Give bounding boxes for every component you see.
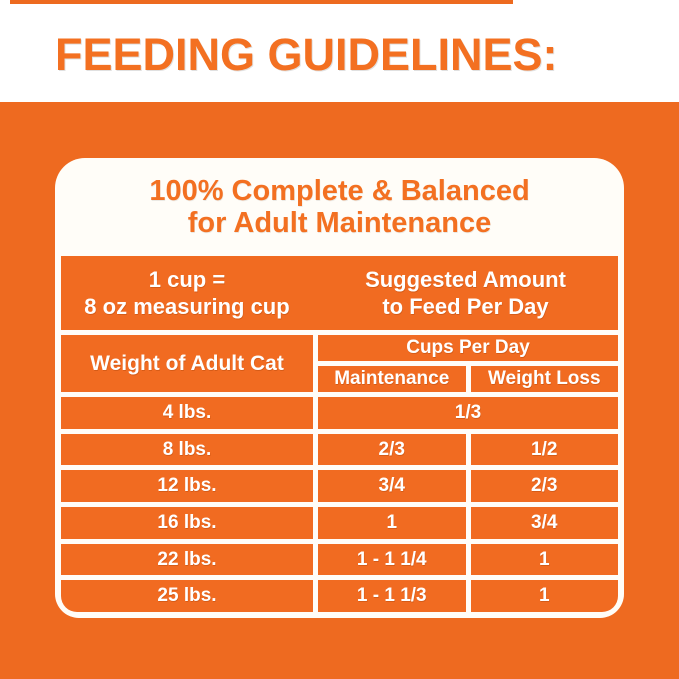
table-row: 22 lbs. 1 - 1 1/4 1: [61, 543, 618, 576]
weight-cell: 25 lbs.: [61, 580, 313, 613]
top-edge-strip: [10, 0, 513, 4]
maintenance-value-cell: 1: [318, 507, 466, 539]
table-row: 25 lbs. 1 - 1 1/3 1: [61, 580, 618, 613]
table-row: 8 lbs. 2/3 1/2: [61, 433, 618, 466]
weight-cell: 4 lbs.: [61, 397, 313, 429]
info-header-band: 1 cup = 8 oz measuring cup Suggested Amo…: [61, 256, 618, 330]
table-row: 16 lbs. 1 3/4: [61, 507, 618, 539]
maintenance-value-cell: 1 - 1 1/4: [318, 543, 466, 576]
maintenance-value-cell: 1 - 1 1/3: [318, 580, 466, 613]
page-title: FEEDING GUIDELINES:: [55, 29, 558, 80]
combined-value-cell: 1/3: [318, 397, 618, 429]
table-row: 4 lbs. 1/3: [61, 397, 618, 429]
suggested-amount-line1: Suggested Amount: [365, 266, 566, 292]
column-header-band: Weight of Adult Cat Cups Per Day Mainten…: [61, 335, 618, 392]
cups-per-day-cell: Cups Per Day: [318, 335, 618, 361]
maintenance-value-cell: 2/3: [318, 433, 466, 466]
guidelines-card: 100% Complete & Balanced for Adult Maint…: [55, 158, 624, 618]
weight-header-cell: Weight of Adult Cat: [61, 335, 313, 392]
weight-loss-value-cell: 1: [470, 543, 618, 576]
sub-header-row: Maintenance Weight Loss: [318, 366, 618, 392]
suggested-amount-header: Suggested Amount to Feed Per Day: [313, 256, 618, 330]
cup-measure-note: 1 cup = 8 oz measuring cup: [61, 256, 313, 330]
maintenance-header-cell: Maintenance: [318, 366, 466, 392]
header-band: FEEDING GUIDELINES:: [0, 0, 679, 102]
weight-cell: 16 lbs.: [61, 507, 313, 539]
card-heading: 100% Complete & Balanced for Adult Maint…: [55, 158, 624, 256]
maintenance-value-cell: 3/4: [318, 470, 466, 503]
weight-cell: 8 lbs.: [61, 433, 313, 466]
weight-loss-header-cell: Weight Loss: [470, 366, 618, 392]
suggested-amount-line2: to Feed Per Day: [382, 294, 549, 319]
cups-header-group: Cups Per Day Maintenance Weight Loss: [318, 335, 618, 392]
weight-loss-value-cell: 3/4: [470, 507, 618, 539]
table-row: 12 lbs. 3/4 2/3: [61, 470, 618, 503]
weight-cell: 22 lbs.: [61, 543, 313, 576]
cup-measure-note-line2: 8 oz measuring cup: [84, 294, 290, 319]
weight-cell: 12 lbs.: [61, 470, 313, 503]
card-heading-line1: 100% Complete & Balanced: [149, 174, 530, 207]
weight-loss-value-cell: 1/2: [470, 433, 618, 466]
card-heading-line2: for Adult Maintenance: [187, 207, 492, 239]
weight-loss-value-cell: 2/3: [470, 470, 618, 503]
feeding-table: 1 cup = 8 oz measuring cup Suggested Amo…: [55, 256, 624, 618]
weight-loss-value-cell: 1: [470, 580, 618, 613]
cup-measure-note-line1: 1 cup =: [148, 266, 226, 292]
